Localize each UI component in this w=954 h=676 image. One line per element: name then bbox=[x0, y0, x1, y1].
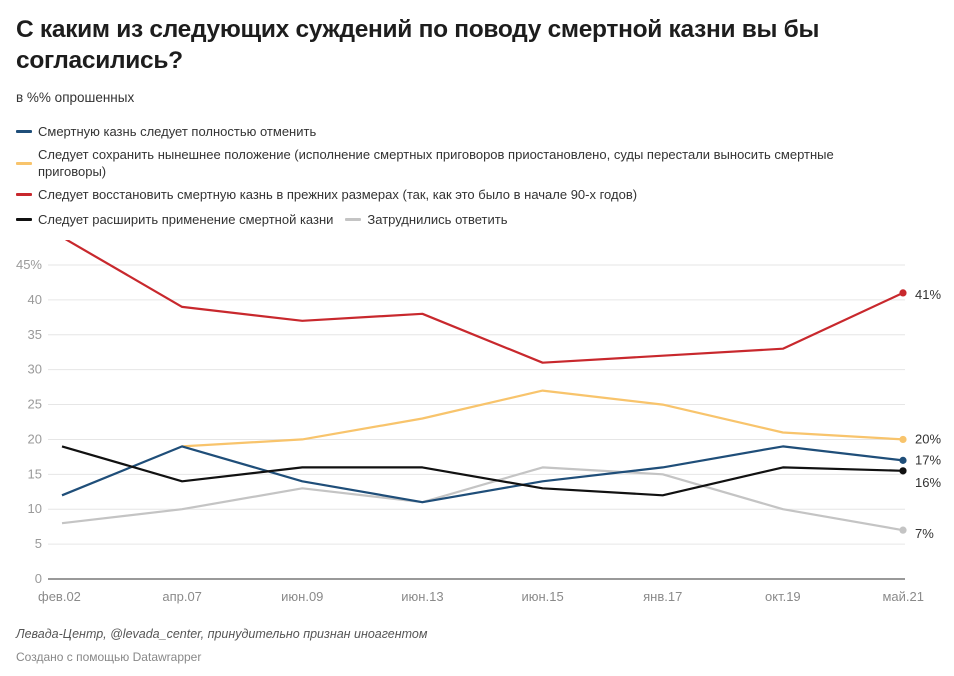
y-tick-label: 30 bbox=[28, 362, 42, 377]
legend: Смертную казнь следует полностью отменит… bbox=[16, 123, 916, 234]
end-labels: 7% 20% 17% 16% 41% bbox=[915, 287, 941, 541]
end-marker bbox=[899, 467, 907, 475]
legend-swatch-restore bbox=[16, 193, 32, 196]
legend-label-keep: Следует сохранить нынешнее положение (ис… bbox=[38, 147, 834, 179]
y-tick-label: 0 bbox=[35, 571, 42, 586]
y-tick-label: 10 bbox=[28, 501, 42, 516]
legend-item-expand: Следует расширить применение смертной ка… bbox=[16, 211, 333, 228]
end-value-label: 17% bbox=[915, 452, 941, 467]
y-axis: 0 5 10 15 20 25 30 35 40 45% bbox=[16, 257, 42, 586]
x-axis: фев.02 апр.07 июн.09 июн.13 июн.15 янв.17 окт.… bbox=[38, 589, 924, 604]
series-line bbox=[61, 466, 904, 532]
chart-title: С каким из следующих суждений по поводу … bbox=[16, 16, 820, 74]
series-line bbox=[64, 240, 904, 364]
y-tick-label: 15 bbox=[28, 466, 42, 481]
series-line bbox=[61, 445, 904, 504]
line-chart: 0 5 10 15 20 25 30 35 40 45% фев.02 апр.07 июн.09 ию… bbox=[16, 240, 941, 604]
x-tick-label: апр.07 bbox=[162, 589, 202, 604]
y-tick-label: 25 bbox=[28, 397, 42, 412]
end-value-label: 7% bbox=[915, 526, 934, 541]
credit-note: Создано с помощью Datawrapper bbox=[16, 650, 202, 664]
legend-label-expand: Следует расширить применение смертной ка… bbox=[38, 212, 334, 227]
x-tick-label: окт.19 bbox=[765, 589, 801, 604]
x-tick-label: июн.13 bbox=[401, 589, 443, 604]
legend-label-abolish: Смертную казнь следует полностью отменит… bbox=[38, 124, 317, 139]
legend-item-keep: Следует сохранить нынешнее положение (ис… bbox=[16, 146, 898, 180]
legend-item-undecided: Затруднились ответить bbox=[345, 211, 507, 228]
x-tick-label: июн.15 bbox=[521, 589, 563, 604]
end-marker bbox=[899, 526, 907, 534]
series-lines bbox=[61, 240, 904, 532]
y-tick-label: 45% bbox=[16, 257, 42, 272]
series-line bbox=[182, 389, 904, 448]
x-tick-label: июн.09 bbox=[281, 589, 323, 604]
gridlines bbox=[48, 264, 905, 580]
y-tick-label: 40 bbox=[28, 292, 42, 307]
end-markers bbox=[899, 289, 907, 534]
y-tick-label: 5 bbox=[35, 536, 42, 551]
y-tick-label: 20 bbox=[28, 431, 42, 446]
legend-swatch-keep bbox=[16, 161, 32, 165]
legend-swatch-abolish bbox=[16, 130, 32, 133]
legend-swatch-expand bbox=[16, 218, 32, 221]
series-line bbox=[61, 445, 904, 497]
source-note: Левада-Центр, @levada_center, принудител… bbox=[16, 627, 428, 641]
end-marker bbox=[899, 435, 907, 444]
x-tick-label: фев.02 bbox=[38, 589, 81, 604]
x-tick-label: май.21 bbox=[882, 589, 924, 604]
end-value-label: 20% bbox=[915, 431, 941, 446]
end-marker bbox=[899, 456, 907, 464]
legend-label-undecided: Затруднились ответить bbox=[367, 212, 508, 227]
end-value-label: 16% bbox=[915, 475, 941, 490]
end-value-label: 41% bbox=[915, 287, 941, 302]
end-marker bbox=[899, 289, 907, 297]
legend-item-restore: Следует восстановить смертную казнь в пр… bbox=[16, 186, 637, 203]
legend-swatch-undecided bbox=[345, 218, 362, 221]
legend-item-abolish: Смертную казнь следует полностью отменит… bbox=[16, 123, 316, 140]
x-tick-label: янв.17 bbox=[643, 589, 682, 604]
chart-subtitle: в %% опрошенных bbox=[16, 90, 135, 105]
legend-label-restore: Следует восстановить смертную казнь в пр… bbox=[38, 187, 638, 202]
y-tick-label: 35 bbox=[28, 327, 42, 342]
